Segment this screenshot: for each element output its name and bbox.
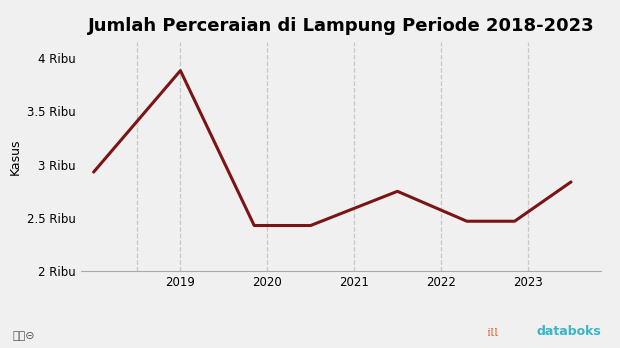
Y-axis label: Kasus: Kasus xyxy=(8,139,21,175)
Title: Jumlah Perceraian di Lampung Periode 2018-2023: Jumlah Perceraian di Lampung Periode 201… xyxy=(87,17,595,35)
Text: Ⓒⓘ⊝: Ⓒⓘ⊝ xyxy=(12,331,35,341)
Text: 𝕚𝕝𝕝: 𝕚𝕝𝕝 xyxy=(487,327,498,338)
Text: databoks: databoks xyxy=(537,325,601,338)
